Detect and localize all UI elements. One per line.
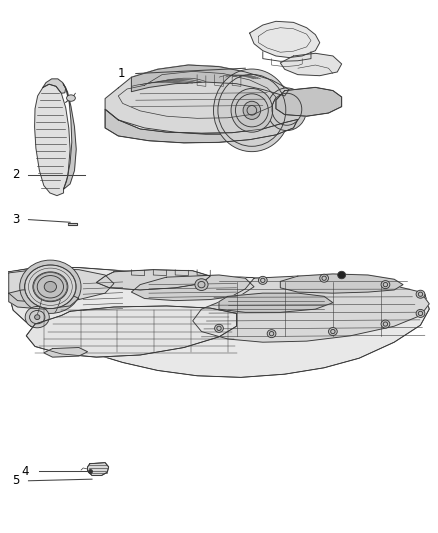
Ellipse shape: [381, 320, 390, 328]
Polygon shape: [43, 79, 66, 93]
Polygon shape: [96, 270, 210, 290]
Ellipse shape: [381, 280, 390, 289]
Ellipse shape: [320, 274, 328, 282]
Ellipse shape: [267, 329, 276, 338]
Ellipse shape: [416, 290, 425, 298]
Polygon shape: [9, 268, 429, 377]
Ellipse shape: [25, 265, 76, 309]
Polygon shape: [105, 109, 298, 143]
Polygon shape: [193, 276, 429, 342]
Polygon shape: [280, 274, 403, 293]
Ellipse shape: [213, 69, 290, 152]
Polygon shape: [9, 289, 79, 309]
Ellipse shape: [44, 281, 57, 292]
Polygon shape: [280, 53, 342, 76]
Ellipse shape: [258, 276, 267, 285]
Polygon shape: [9, 269, 114, 303]
Polygon shape: [44, 348, 88, 357]
Ellipse shape: [231, 88, 272, 132]
Ellipse shape: [243, 101, 261, 119]
Ellipse shape: [33, 272, 68, 302]
Polygon shape: [63, 84, 76, 189]
Polygon shape: [219, 293, 333, 312]
Ellipse shape: [338, 271, 346, 279]
Polygon shape: [68, 223, 77, 225]
Ellipse shape: [35, 314, 40, 320]
Ellipse shape: [25, 306, 49, 328]
Polygon shape: [88, 463, 109, 475]
Ellipse shape: [267, 88, 307, 131]
Polygon shape: [276, 87, 342, 116]
Text: 2: 2: [12, 168, 20, 181]
Polygon shape: [131, 65, 289, 96]
Polygon shape: [131, 275, 254, 301]
Ellipse shape: [215, 324, 223, 333]
Ellipse shape: [195, 279, 208, 290]
Ellipse shape: [20, 260, 81, 313]
Ellipse shape: [416, 309, 425, 318]
Ellipse shape: [67, 95, 75, 101]
Text: 1: 1: [117, 67, 125, 80]
Text: 3: 3: [12, 213, 20, 226]
Polygon shape: [250, 21, 320, 58]
Text: 5: 5: [12, 474, 20, 487]
Polygon shape: [105, 65, 298, 134]
Text: 4: 4: [21, 465, 28, 478]
Polygon shape: [35, 84, 70, 196]
Ellipse shape: [328, 327, 337, 336]
Polygon shape: [26, 306, 237, 357]
